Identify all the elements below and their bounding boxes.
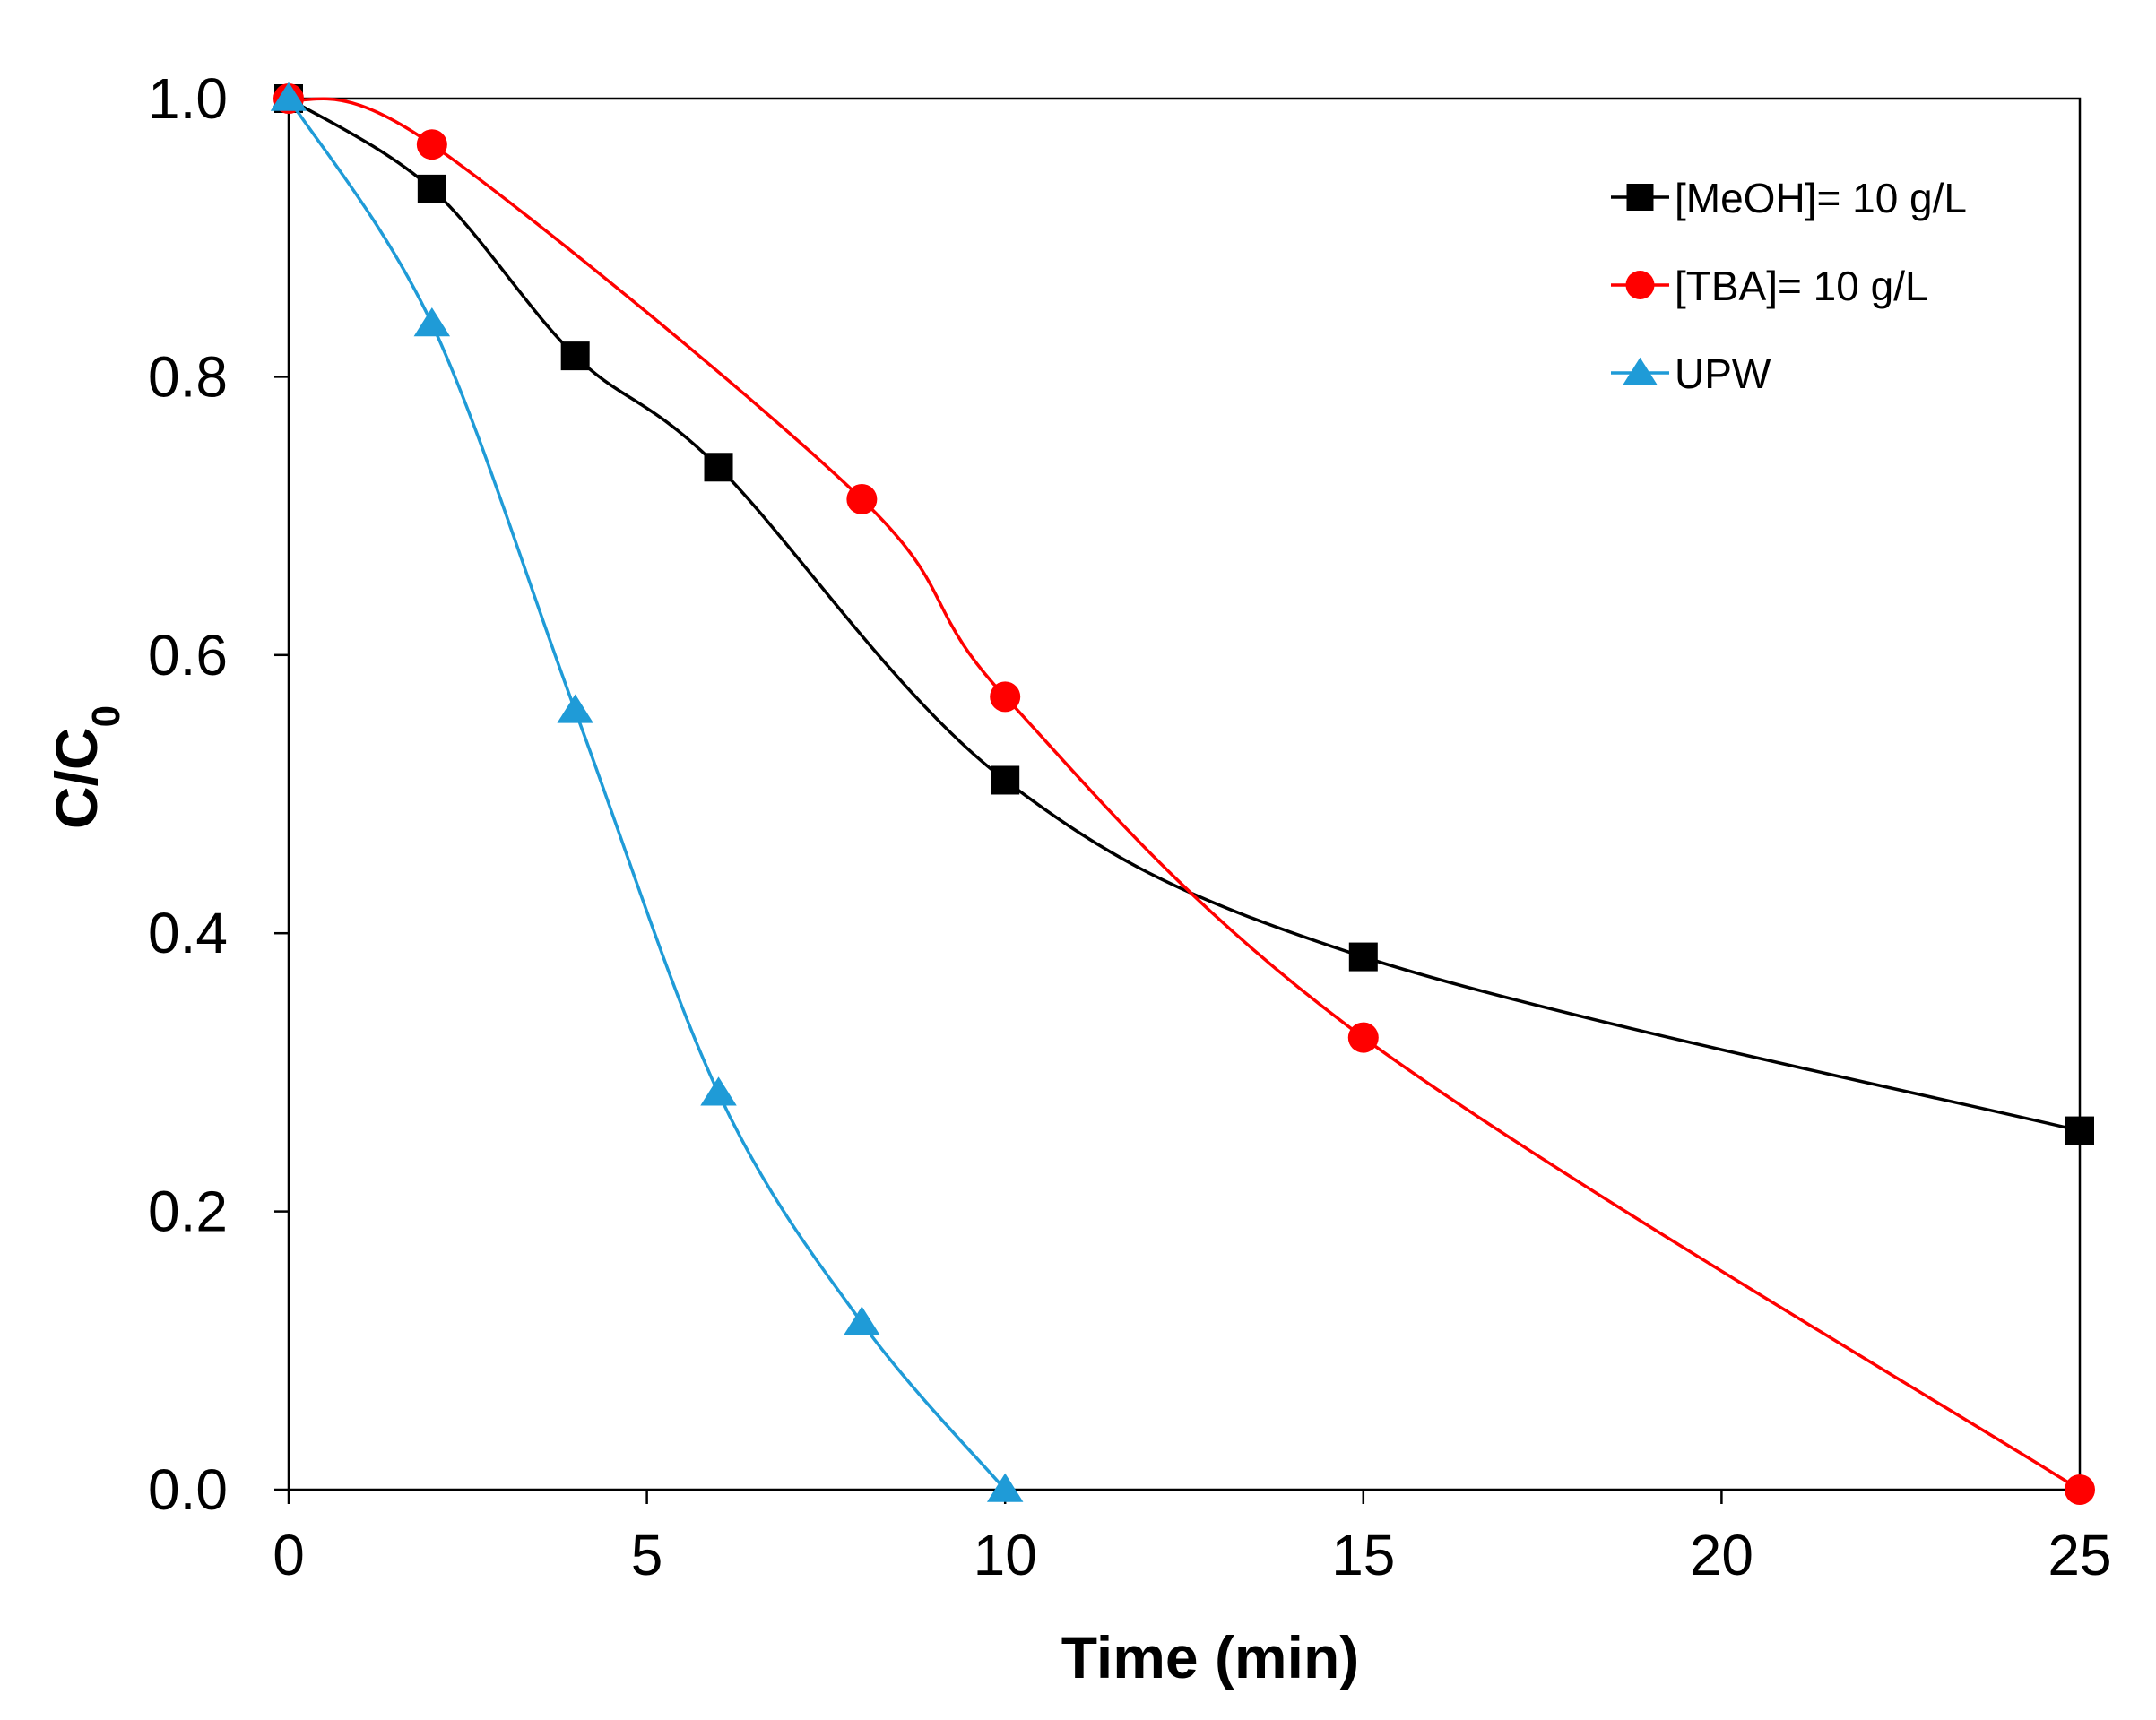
x-tick-label: 20 <box>1690 1523 1753 1587</box>
y-axis-title-group: C/C0 <box>43 705 128 829</box>
data-point <box>844 1306 880 1335</box>
series-layer <box>270 82 2095 1505</box>
x-tick-label: 10 <box>974 1523 1037 1587</box>
data-point <box>2065 1474 2095 1505</box>
y-tick-label: 0.0 <box>148 1457 228 1522</box>
data-point <box>846 483 878 514</box>
data-point <box>416 129 447 160</box>
x-tick-label: 15 <box>1331 1523 1395 1587</box>
legend-marker <box>1625 271 1655 299</box>
series-3 <box>270 82 1024 1502</box>
legend-item: [MeOH]= 10 g/L <box>1611 175 1967 221</box>
data-point <box>700 1076 737 1106</box>
plot-frame-layer <box>287 97 2082 1491</box>
y-tick-label: 0.8 <box>148 344 228 409</box>
x-axis: 0 5 10 15 20 25 <box>273 1490 2112 1587</box>
data-point <box>270 82 307 111</box>
data-point <box>991 765 1020 795</box>
legend-marker <box>1626 184 1654 211</box>
data-point <box>560 341 590 371</box>
y-axis-title-subscript: 0 <box>84 705 128 727</box>
data-point <box>1348 942 1378 972</box>
series-line <box>287 98 1007 1491</box>
y-axis: 0.0 0.2 0.4 0.6 0.8 1.0 <box>148 66 289 1522</box>
y-tick-label: 0.2 <box>148 1180 228 1244</box>
data-point <box>1347 1022 1379 1053</box>
legend-item: [TBA]= 10 g/L <box>1611 263 1928 309</box>
x-tick-label: 5 <box>631 1523 663 1587</box>
plot-area-border <box>287 97 2082 1491</box>
data-point <box>704 453 733 482</box>
x-tick-label: 0 <box>273 1523 305 1587</box>
data-point <box>2065 1116 2094 1145</box>
data-point <box>990 681 1021 713</box>
legend-label: [MeOH]= 10 g/L <box>1675 175 1967 221</box>
legend-label: UPW <box>1675 350 1771 397</box>
x-tick-label: 25 <box>2048 1523 2111 1587</box>
legend: [MeOH]= 10 g/L [TBA]= 10 g/L UPW <box>1611 175 1967 397</box>
y-tick-label: 1.0 <box>148 66 228 131</box>
series-1 <box>274 84 2094 1145</box>
x-axis-title: Time (min) <box>1061 1624 1359 1690</box>
y-axis-title-main: C/C <box>43 727 109 829</box>
data-point <box>417 174 446 203</box>
series-line <box>288 97 2081 1133</box>
data-point <box>413 307 451 337</box>
legend-label: [TBA]= 10 g/L <box>1675 263 1928 309</box>
data-point <box>986 1473 1024 1502</box>
legend-item: UPW <box>1611 350 1771 397</box>
y-tick-label: 0.6 <box>148 623 228 687</box>
y-tick-label: 0.4 <box>148 901 228 965</box>
legend-marker <box>1623 357 1658 385</box>
data-point <box>557 694 593 723</box>
y-axis-title: C/C0 <box>43 705 128 829</box>
series-line <box>288 97 2081 1491</box>
